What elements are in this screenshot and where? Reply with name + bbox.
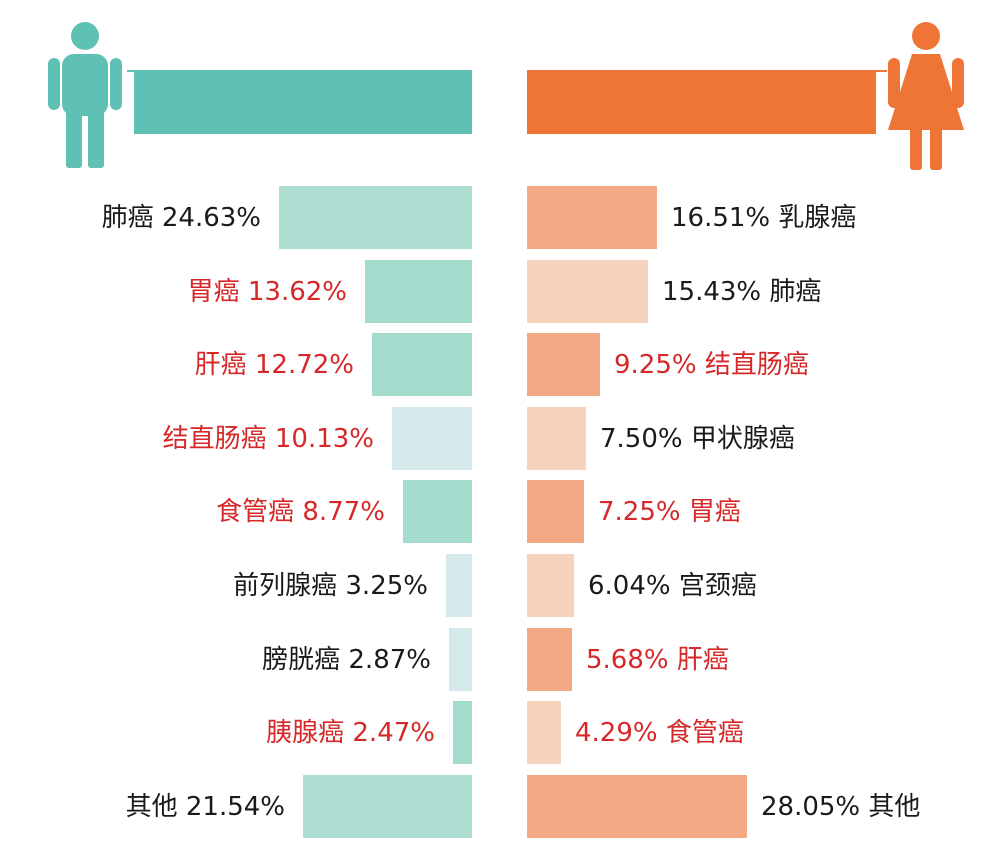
male-bar-row-5 <box>403 480 472 543</box>
female-bar-row-6 <box>527 554 574 617</box>
male-category-name: 胰腺癌 <box>266 718 345 748</box>
male-category-name: 胃癌 <box>187 277 240 307</box>
female-category-name: 胃癌 <box>688 497 741 527</box>
male-label-row-5: 食管癌 8.77% <box>216 495 385 529</box>
male-bar-row-2 <box>365 260 472 323</box>
female-header-bar <box>527 70 887 134</box>
female-category-name: 其他 <box>868 792 921 822</box>
female-label-row-4: 7.50% 甲状腺癌 <box>600 422 795 456</box>
male-bar-row-3 <box>372 333 472 396</box>
female-label-row-9: 28.05% 其他 <box>761 790 920 824</box>
male-bar-row-9 <box>303 775 472 838</box>
female-percentage-value: 6.04% <box>588 571 671 601</box>
male-category-name: 前列腺癌 <box>233 571 338 601</box>
female-bar-row-7 <box>527 628 572 691</box>
female-percentage-value: 15.43% <box>662 277 762 307</box>
male-bar-row-8 <box>453 701 472 764</box>
female-label-row-2: 15.43% 肺癌 <box>662 275 821 309</box>
female-category-name: 宫颈癌 <box>678 571 757 601</box>
female-bar-row-1 <box>527 186 657 249</box>
male-percentage-value: 2.87% <box>348 645 431 675</box>
male-label-row-6: 前列腺癌 3.25% <box>233 569 428 603</box>
male-percentage-value: 13.62% <box>247 277 347 307</box>
female-person-icon <box>876 22 980 170</box>
male-bar-row-4 <box>392 407 472 470</box>
male-bar-row-1 <box>279 186 472 249</box>
male-percentage-value: 21.54% <box>185 792 285 822</box>
male-person-icon <box>30 22 134 168</box>
male-label-row-8: 胰腺癌 2.47% <box>266 716 435 750</box>
female-bar-row-9 <box>527 775 747 838</box>
female-bar-row-2 <box>527 260 648 323</box>
female-bar-row-5 <box>527 480 584 543</box>
male-label-row-4: 结直肠癌 10.13% <box>163 422 374 456</box>
female-percentage-value: 9.25% <box>614 350 697 380</box>
female-label-row-8: 4.29% 食管癌 <box>575 716 744 750</box>
male-category-name: 膀胱癌 <box>262 645 341 675</box>
female-label-row-1: 16.51% 乳腺癌 <box>671 201 856 235</box>
female-percentage-value: 7.25% <box>598 497 681 527</box>
male-percentage-value: 10.13% <box>274 424 374 454</box>
male-label-row-9: 其他 21.54% <box>126 790 285 824</box>
female-percentage-value: 5.68% <box>586 645 669 675</box>
female-percentage-value: 16.51% <box>671 203 771 233</box>
female-category-name: 结直肠癌 <box>704 350 809 380</box>
male-bar-row-6 <box>446 554 472 617</box>
female-category-name: 肺癌 <box>769 277 822 307</box>
male-category-name: 其他 <box>125 792 178 822</box>
male-label-row-1: 肺癌 24.63% <box>102 201 261 235</box>
male-percentage-value: 24.63% <box>161 203 261 233</box>
female-bar-row-4 <box>527 407 586 470</box>
male-percentage-value: 2.47% <box>352 718 435 748</box>
male-category-name: 肺癌 <box>101 203 154 233</box>
male-header-bar <box>127 70 472 134</box>
male-category-name: 食管癌 <box>216 497 295 527</box>
female-label-row-5: 7.25% 胃癌 <box>598 495 741 529</box>
male-label-row-2: 胃癌 13.62% <box>188 275 347 309</box>
female-category-name: 肝癌 <box>676 645 729 675</box>
male-label-row-3: 肝癌 12.72% <box>195 348 354 382</box>
female-label-row-6: 6.04% 宫颈癌 <box>588 569 757 603</box>
male-bar-row-7 <box>449 628 472 691</box>
male-label-row-7: 膀胱癌 2.87% <box>262 643 431 677</box>
male-percentage-value: 12.72% <box>254 350 354 380</box>
female-label-row-3: 9.25% 结直肠癌 <box>614 348 809 382</box>
female-percentage-value: 28.05% <box>761 792 861 822</box>
female-percentage-value: 4.29% <box>575 718 658 748</box>
male-percentage-value: 8.77% <box>302 497 385 527</box>
male-percentage-value: 3.25% <box>345 571 428 601</box>
female-bar-row-3 <box>527 333 600 396</box>
female-category-name: 甲状腺癌 <box>690 424 795 454</box>
female-category-name: 乳腺癌 <box>778 203 857 233</box>
female-category-name: 食管癌 <box>665 718 744 748</box>
male-category-name: 结直肠癌 <box>162 424 267 454</box>
female-label-row-7: 5.68% 肝癌 <box>586 643 729 677</box>
female-percentage-value: 7.50% <box>600 424 683 454</box>
male-category-name: 肝癌 <box>194 350 247 380</box>
female-bar-row-8 <box>527 701 561 764</box>
